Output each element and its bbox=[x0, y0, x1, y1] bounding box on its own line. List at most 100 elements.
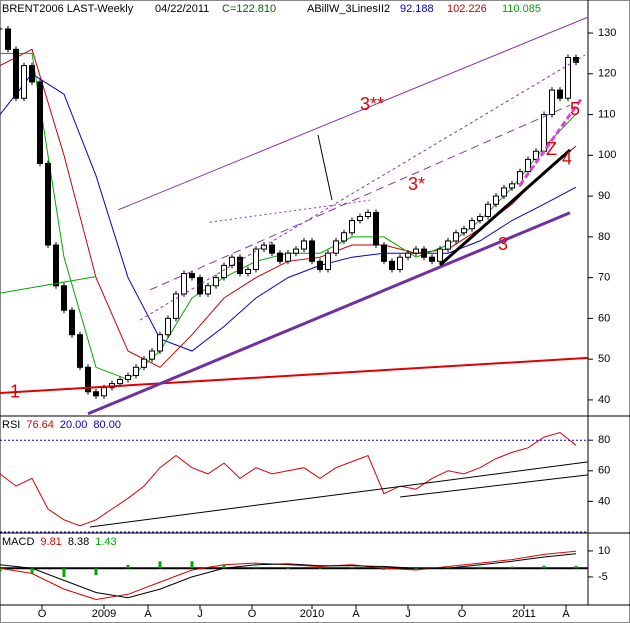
histogram-bar bbox=[126, 564, 130, 569]
y-tick-label: 80 bbox=[598, 434, 610, 446]
candle bbox=[61, 285, 67, 311]
candle bbox=[101, 387, 107, 397]
candle bbox=[309, 240, 315, 262]
histogram-bar bbox=[30, 568, 34, 574]
candle bbox=[397, 256, 403, 270]
x-tick-label: J bbox=[197, 608, 203, 620]
y-tick-label: 110 bbox=[598, 108, 616, 120]
annotation: 3** bbox=[360, 94, 384, 114]
trend-line bbox=[149, 104, 571, 291]
histogram-bar bbox=[158, 561, 162, 569]
date: 04/22/2011 bbox=[155, 3, 209, 15]
annotation: -1 bbox=[4, 382, 20, 402]
candle bbox=[461, 228, 467, 234]
candle bbox=[213, 277, 219, 287]
candle bbox=[421, 248, 427, 258]
candle bbox=[157, 334, 163, 352]
legend-entry: 110.085 bbox=[502, 3, 541, 15]
candle bbox=[285, 252, 291, 262]
trend-line bbox=[117, 16, 589, 211]
candle bbox=[85, 366, 91, 393]
candle bbox=[189, 273, 195, 279]
candle bbox=[573, 56, 579, 63]
candle bbox=[429, 256, 435, 262]
trend-line bbox=[0, 356, 589, 394]
y-tick-label: 50 bbox=[598, 353, 610, 365]
annotation: 4 bbox=[562, 149, 572, 169]
candle bbox=[333, 240, 339, 254]
x-tick-label: 2011 bbox=[512, 608, 536, 620]
histogram-bar bbox=[574, 565, 578, 569]
candle bbox=[453, 232, 459, 242]
candle bbox=[389, 260, 395, 270]
legend-entry: 92.188 bbox=[400, 3, 434, 15]
series-line bbox=[0, 553, 577, 599]
candle bbox=[565, 56, 571, 99]
level-label: 80.00 bbox=[93, 419, 121, 431]
candle bbox=[77, 334, 83, 368]
candle bbox=[373, 211, 379, 246]
y-tick-label: 120 bbox=[598, 68, 616, 80]
histogram-bar bbox=[382, 568, 386, 570]
y-tick-label: -5 bbox=[598, 571, 608, 583]
trend-line bbox=[399, 474, 589, 498]
histogram-bar bbox=[94, 568, 98, 576]
trend-line bbox=[89, 461, 589, 528]
annotation: 5 bbox=[570, 99, 580, 119]
histogram-bar bbox=[254, 566, 258, 569]
candle bbox=[341, 232, 347, 242]
candle bbox=[261, 244, 267, 250]
candle bbox=[37, 81, 43, 164]
series-line bbox=[0, 73, 577, 352]
y-tick-label: 40 bbox=[598, 495, 610, 507]
trend-line bbox=[139, 54, 586, 321]
annotation: 3* bbox=[408, 174, 425, 194]
candle bbox=[133, 366, 139, 376]
candle bbox=[493, 195, 499, 205]
x-tick-label: J bbox=[405, 608, 411, 620]
x-tick-label: O bbox=[458, 608, 467, 620]
candle bbox=[141, 358, 147, 368]
level-label: 20.00 bbox=[60, 419, 88, 431]
candle bbox=[557, 89, 563, 99]
candle bbox=[445, 240, 451, 250]
histogram-bar bbox=[286, 568, 290, 570]
histogram-bar bbox=[190, 561, 194, 569]
candle bbox=[365, 211, 371, 217]
candle bbox=[93, 391, 99, 397]
candle bbox=[381, 244, 387, 262]
annotation: 3 bbox=[498, 234, 508, 254]
y-tick-label: 130 bbox=[598, 27, 616, 39]
candle bbox=[549, 89, 555, 116]
legend-entry: 102.226 bbox=[447, 3, 487, 15]
candle bbox=[165, 317, 171, 336]
legend-entry: 76.64 bbox=[26, 419, 54, 431]
x-tick-label: 2010 bbox=[300, 608, 324, 620]
y-tick-label: 90 bbox=[598, 190, 610, 202]
candle bbox=[221, 264, 227, 279]
candle bbox=[5, 28, 11, 50]
candle bbox=[125, 374, 131, 381]
candle bbox=[469, 220, 475, 230]
histogram-bar bbox=[222, 564, 226, 569]
candle bbox=[69, 309, 75, 336]
y-tick-label: 60 bbox=[598, 312, 610, 324]
annotation: Z bbox=[546, 139, 557, 159]
candle bbox=[229, 256, 235, 266]
candle bbox=[413, 248, 419, 254]
panel-title: MACD bbox=[2, 536, 34, 548]
candle bbox=[53, 244, 59, 287]
histogram-bar bbox=[62, 568, 66, 577]
candle bbox=[29, 65, 35, 83]
trend-line bbox=[439, 148, 571, 267]
candle bbox=[21, 65, 27, 99]
candle bbox=[253, 248, 259, 270]
histogram-bar bbox=[510, 566, 514, 569]
y-tick-label: 10 bbox=[598, 545, 610, 557]
series-line bbox=[0, 431, 577, 527]
candle bbox=[357, 215, 363, 222]
histogram-bar bbox=[542, 565, 546, 569]
candle bbox=[181, 273, 187, 295]
candle bbox=[437, 248, 443, 262]
candle bbox=[173, 293, 179, 319]
